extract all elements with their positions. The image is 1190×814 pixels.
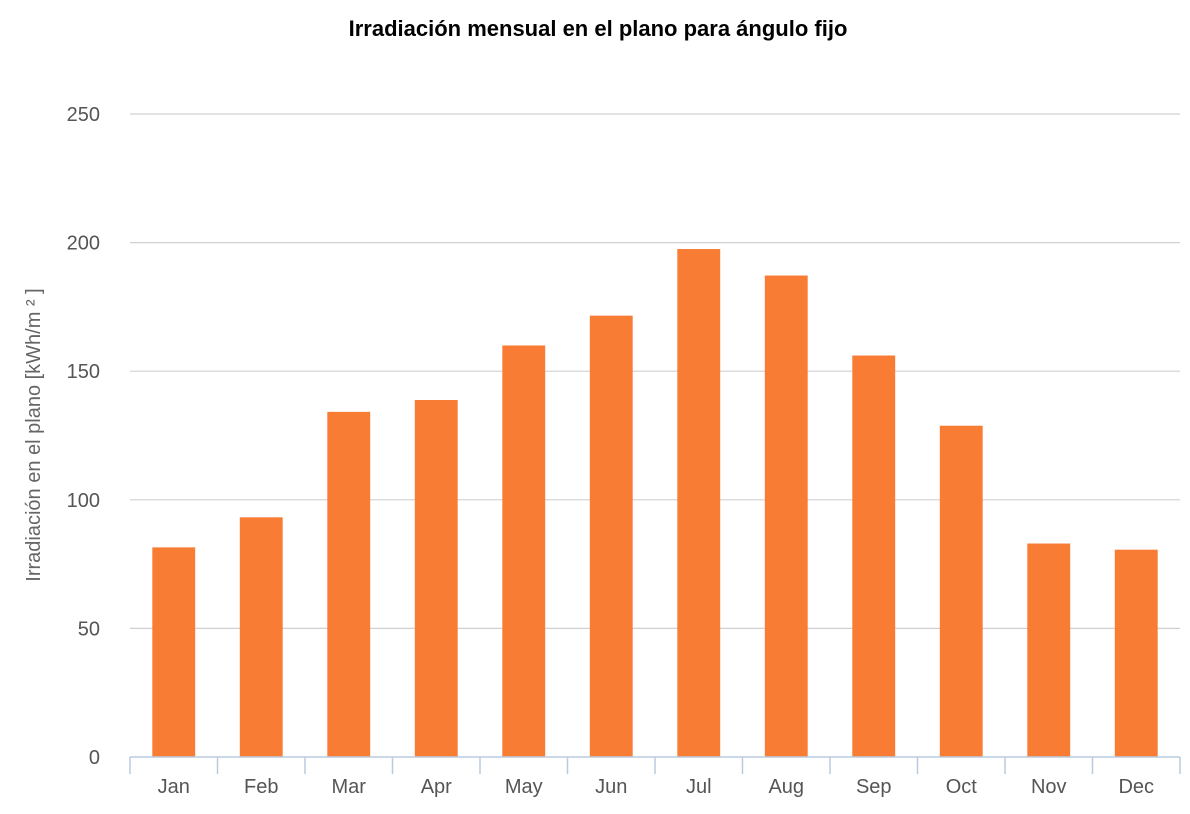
y-tick-label: 100: [67, 490, 100, 512]
x-tick-label: Nov: [1031, 776, 1067, 798]
x-tick-label: Apr: [421, 776, 452, 798]
y-axis-ticks: 0 50 100 150 200 250: [67, 104, 100, 769]
x-axis: Jan Feb Mar Apr May Jun Jul Aug Sep Oct Nov Dec: [129, 756, 1181, 798]
bar-jun: [589, 315, 633, 757]
bar-aug: [764, 275, 808, 757]
x-tick-label: Jun: [595, 776, 627, 798]
y-tick-label: 50: [78, 618, 100, 640]
y-tick-label: 250: [67, 104, 100, 126]
bar-dec: [1114, 549, 1158, 757]
x-tick-label: Jan: [158, 776, 190, 798]
y-tick-label: 200: [67, 233, 100, 255]
bar-may: [502, 345, 546, 757]
x-tick-label: May: [505, 776, 543, 798]
gridlines: [130, 113, 1180, 630]
y-tick-label: 0: [89, 747, 100, 769]
bar-oct: [939, 425, 983, 757]
bar-mar: [327, 411, 371, 757]
chart-title: Irradiación mensual en el plano para áng…: [349, 16, 848, 41]
bar-apr: [414, 400, 458, 757]
x-tick-label: Jul: [686, 776, 712, 798]
x-tick-label: Aug: [768, 776, 804, 798]
x-tick-label: Feb: [244, 776, 278, 798]
x-tick-label: Dec: [1118, 776, 1154, 798]
y-tick-label: 150: [67, 361, 100, 383]
bar-nov: [1027, 543, 1071, 757]
x-tick-label: Sep: [856, 776, 892, 798]
bar-jul: [677, 249, 721, 757]
y-axis-label: Irradiación en el plano [kWh/m ² ]: [23, 288, 45, 581]
bar-feb: [239, 517, 283, 757]
x-tick-label: Mar: [332, 776, 367, 798]
bar-jan: [152, 547, 196, 757]
x-tick-label: Oct: [946, 776, 978, 798]
bar-sep: [852, 355, 896, 757]
bars: [152, 249, 1158, 757]
